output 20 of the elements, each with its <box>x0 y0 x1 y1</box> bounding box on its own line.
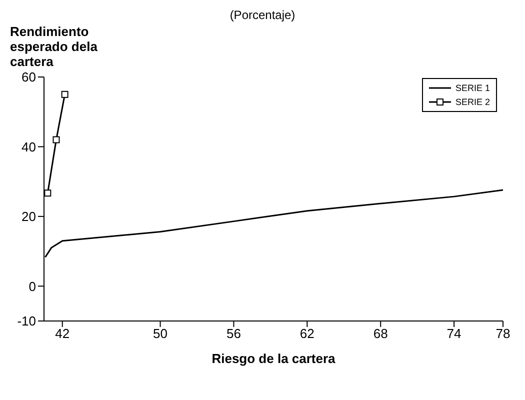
y-tick-label: 40 <box>22 139 36 154</box>
x-tick-label: 50 <box>153 326 168 342</box>
point <box>44 190 52 197</box>
x-tick-label: 74 <box>446 326 462 342</box>
point <box>52 136 60 144</box>
chart-title: (Porcentaje) <box>228 8 296 24</box>
x-tick-label: 42 <box>55 326 70 342</box>
y-axis-title: Rendimiento esperado dela cartera <box>10 24 98 69</box>
legend-label: SERIE 1 <box>455 83 490 93</box>
point <box>61 90 68 98</box>
x-tick-label: 78 <box>496 326 510 342</box>
y-tick-label: 60 <box>22 70 36 85</box>
y-tick-label: -10 <box>17 314 36 329</box>
x-axis-title: Riesgo de la cartera <box>212 351 336 366</box>
x-tick-label: 56 <box>226 326 241 342</box>
legend-label: SERIE 2 <box>455 97 490 107</box>
y-tick-label: 0 <box>28 278 36 294</box>
y-tick-label: 20 <box>22 209 36 224</box>
x-tick-label: 62 <box>300 326 314 342</box>
x-tick-label: 68 <box>373 326 388 342</box>
